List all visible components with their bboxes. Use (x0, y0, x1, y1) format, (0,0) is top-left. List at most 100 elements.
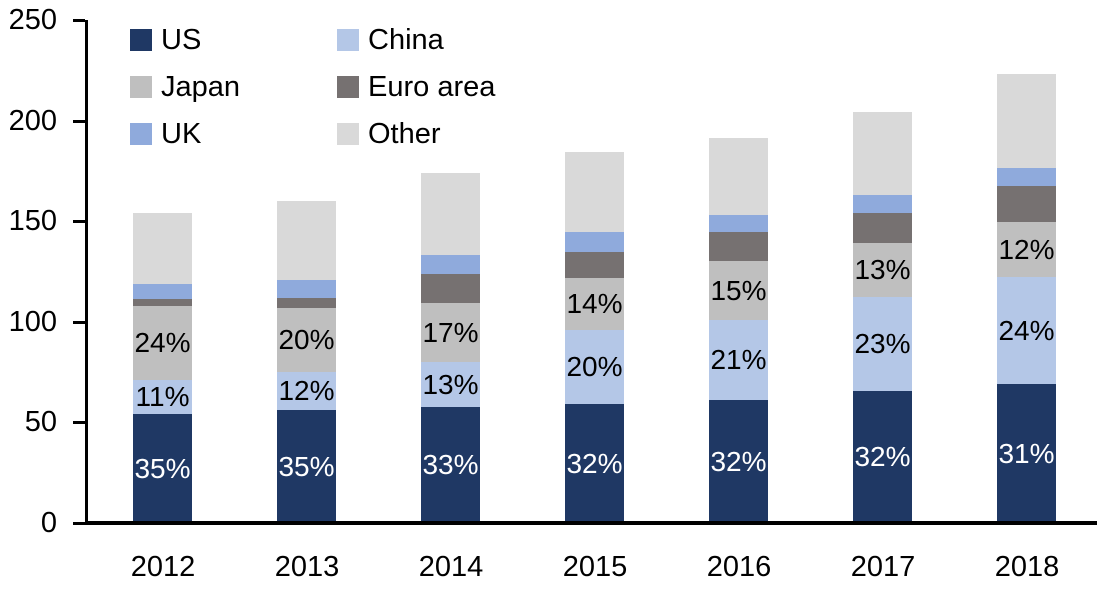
bar-label: 35% (278, 451, 335, 482)
bar-segment-euro-area (565, 252, 624, 278)
bar-segment-japan: 17% (421, 303, 480, 362)
bar-label: 20% (278, 324, 335, 355)
x-tick-label: 2013 (274, 551, 340, 583)
x-tick-label: 2014 (418, 551, 484, 583)
bar-segment-uk (997, 168, 1056, 186)
x-tick-label: 2017 (850, 551, 916, 583)
bar-segment-us: 35% (133, 414, 192, 523)
y-tick-label: 250 (8, 4, 57, 36)
bar-label: 32% (566, 448, 623, 479)
bar-label: 21% (710, 344, 767, 375)
bar-label: 32% (710, 446, 767, 477)
legend-swatch (337, 123, 359, 145)
bar-label: 11% (135, 381, 190, 412)
y-tick-label: 150 (8, 205, 57, 237)
bar-segment-us: 33% (421, 407, 480, 523)
bar-label: 14% (566, 288, 623, 319)
legend-item-japan: Japan (130, 71, 240, 103)
bar-label: 23% (854, 328, 911, 359)
bar-label: 32% (854, 441, 911, 472)
bar-label: 13% (422, 369, 479, 400)
bar-segment-japan: 20% (277, 308, 336, 372)
legend-swatch (130, 29, 152, 51)
bar-segment-other (565, 152, 624, 232)
x-tick-label: 2015 (562, 551, 628, 583)
bar-segment-other (997, 74, 1056, 168)
bar-segment-china: 13% (421, 362, 480, 407)
legend-label: China (368, 23, 444, 56)
legend-label: UK (161, 117, 202, 150)
y-tick-label: 50 (24, 406, 57, 438)
bar-segment-uk (565, 232, 624, 252)
bar-segment-us: 32% (709, 400, 768, 523)
bar-label: 33% (422, 449, 479, 480)
bar-segment-euro-area (997, 186, 1056, 222)
y-tick-mark (73, 19, 85, 22)
bar-segment-japan: 15% (709, 261, 768, 320)
x-tick-label: 2012 (130, 551, 196, 583)
legend-label: Euro area (368, 70, 496, 103)
legend-swatch (337, 29, 359, 51)
bar-segment-us: 32% (565, 404, 624, 523)
legend-item-other: Other (337, 118, 441, 150)
bar-segment-japan: 13% (853, 243, 912, 297)
bar-segment-euro-area (709, 232, 768, 261)
bar-segment-uk (853, 195, 912, 213)
legend-label: Japan (161, 70, 241, 103)
bar-segment-euro-area (853, 213, 912, 243)
bar-segment-japan: 12% (997, 222, 1056, 277)
bar-segment-japan: 24% (133, 306, 192, 380)
y-tick-mark (73, 421, 85, 424)
y-tick-label: 200 (8, 105, 57, 137)
bar-segment-china: 21% (709, 320, 768, 400)
legend-label: US (161, 23, 202, 56)
bar-label: 20% (566, 351, 623, 382)
bar-segment-china: 20% (565, 330, 624, 404)
legend-swatch (130, 76, 152, 98)
bar-segment-us: 31% (997, 384, 1056, 523)
bar-segment-us: 32% (853, 391, 912, 523)
bar-segment-us: 35% (277, 410, 336, 523)
bar-segment-other (709, 138, 768, 215)
legend-item-us: US (130, 24, 201, 56)
bar-segment-japan: 14% (565, 278, 624, 330)
bar-label: 17% (422, 317, 479, 348)
y-tick-mark (73, 522, 85, 525)
bar-segment-uk (709, 215, 768, 232)
bar-segment-china: 11% (133, 380, 192, 414)
y-axis-line (85, 20, 88, 525)
bar-label: 35% (134, 453, 191, 484)
legend-item-uk: UK (130, 118, 201, 150)
x-tick-label: 2018 (994, 551, 1060, 583)
legend-label: Other (368, 117, 441, 150)
x-axis-line (85, 521, 1097, 525)
legend-swatch (130, 123, 152, 145)
bar-label: 24% (134, 327, 191, 358)
bar-segment-other (421, 173, 480, 255)
bar-segment-other (853, 112, 912, 195)
y-tick-mark (73, 321, 85, 324)
bar-label: 31% (998, 438, 1055, 469)
bar-label: 13% (854, 254, 911, 285)
bar-segment-euro-area (133, 299, 192, 306)
bar-segment-other (133, 213, 192, 284)
bar-label: 24% (998, 315, 1055, 346)
bar-segment-euro-area (277, 298, 336, 308)
bar-segment-other (277, 201, 336, 280)
legend-item-china: China (337, 24, 444, 56)
bar-label: 15% (710, 275, 767, 306)
y-tick-mark (73, 120, 85, 123)
bar-label: 12% (278, 375, 335, 406)
bar-label: 12% (998, 234, 1055, 265)
y-tick-mark (73, 220, 85, 223)
bar-segment-china: 24% (997, 277, 1056, 384)
bar-segment-uk (277, 280, 336, 298)
legend-swatch (337, 76, 359, 98)
bar-segment-euro-area (421, 274, 480, 303)
bar-segment-china: 23% (853, 297, 912, 391)
legend-item-euro-area: Euro area (337, 71, 495, 103)
bar-segment-uk (421, 255, 480, 274)
y-tick-label: 100 (8, 306, 57, 338)
x-tick-label: 2016 (706, 551, 772, 583)
